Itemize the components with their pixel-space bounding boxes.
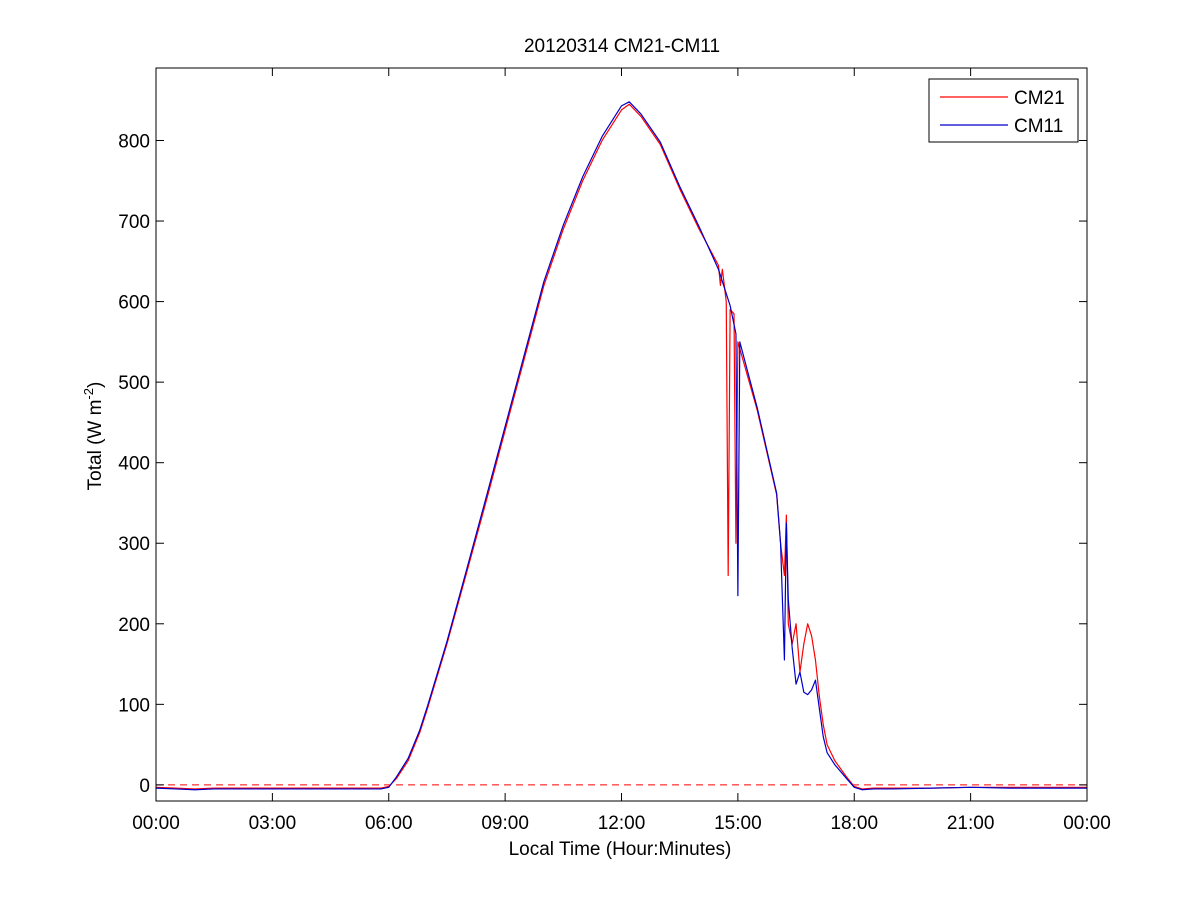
y-tick-label: 600 [118, 293, 150, 314]
y-tick-label: 700 [118, 212, 150, 233]
legend-label-cm21: CM21 [1014, 88, 1065, 109]
y-tick-label: 100 [118, 695, 150, 716]
y-axis-label-main: Total (W m [85, 400, 106, 491]
x-tick-label: 12:00 [598, 813, 646, 834]
y-axis-label: Total (W m-2) [81, 382, 106, 491]
y-tick-label: 400 [118, 454, 150, 475]
y-tick-label: 300 [118, 534, 150, 555]
plot-area: 00:00 03:00 06:00 09:00 12:00 15:00 18:00 21:00… [118, 67, 1111, 834]
legend-label-cm11: CM11 [1014, 116, 1063, 137]
legend-box [928, 78, 1079, 143]
chart-title: 20120314 CM21-CM11 [524, 36, 720, 57]
x-axis-label: Local Time (Hour:Minutes) [509, 839, 732, 860]
y-tick-label: 200 [118, 615, 150, 636]
x-tick-label: 06:00 [365, 813, 413, 834]
y-tick-label: 0 [139, 776, 150, 797]
y-axis-label-close: ) [85, 382, 106, 388]
x-tick-label: 00:00 [1063, 813, 1111, 834]
series-line-cm11 [156, 101, 1087, 791]
x-tick-label: 18:00 [830, 813, 878, 834]
x-tick-label: 09:00 [481, 813, 529, 834]
x-tick-label: 03:00 [249, 813, 297, 834]
legend: CM21 CM11 [928, 78, 1079, 143]
x-tick-label: 00:00 [132, 813, 180, 834]
x-tick-label: 15:00 [714, 813, 762, 834]
x-tick-label: 21:00 [947, 813, 995, 834]
y-axis-label-exponent: -2 [81, 388, 96, 400]
series-line-cm21 [156, 103, 1087, 790]
y-tick-label: 500 [118, 373, 150, 394]
y-tick-label: 800 [118, 131, 150, 152]
